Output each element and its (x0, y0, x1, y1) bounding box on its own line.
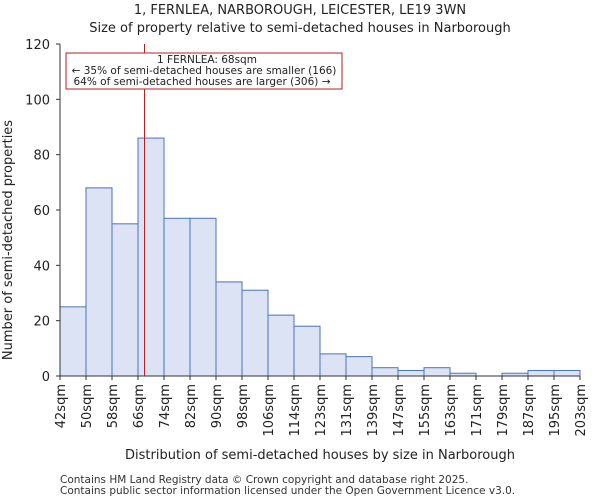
y-tick-label: 40 (33, 259, 50, 274)
histogram-bar (371, 367, 399, 377)
x-tick-label: 139sqm (366, 384, 381, 437)
x-tick-label: 179sqm (496, 384, 511, 437)
chart-title-line1: 1, FERNLEA, NARBOROUGH, LEICESTER, LE19 … (134, 3, 466, 18)
callout-box (65, 52, 343, 90)
x-tick-label: 98sqm (236, 384, 251, 428)
histogram-bar (59, 306, 87, 377)
x-axis-ticks: 42sqm 50sqm 58sqm 66sqm 74sqm 82sqm 90sqm 98sqm… (54, 376, 589, 437)
y-tick-label: 100 (25, 93, 50, 108)
x-tick-label: 74sqm (158, 384, 173, 428)
y-tick-label: 80 (33, 149, 50, 164)
histogram-bar (215, 281, 243, 377)
x-tick-label: 42sqm (54, 384, 69, 428)
histogram-bar (345, 356, 373, 377)
chart-title-line2: Size of property relative to semi-detach… (89, 21, 511, 36)
x-tick-label: 155sqm (418, 384, 433, 437)
histogram-bar (137, 137, 165, 377)
y-tick-label: 60 (33, 204, 50, 219)
histogram-bar (319, 353, 347, 377)
histogram-bar (527, 369, 555, 377)
x-axis-label: Distribution of semi-detached houses by … (125, 448, 515, 463)
x-tick-label: 90sqm (210, 384, 225, 428)
callout-line1: 1 FERNLEA: 68sqm (157, 54, 257, 66)
x-tick-label: 131sqm (340, 384, 355, 437)
x-tick-label: 203sqm (574, 384, 589, 437)
histogram-bar (553, 369, 581, 377)
x-tick-label: 50sqm (80, 384, 95, 428)
bars-group (59, 137, 581, 377)
footer-line1: Contains HM Land Registry data © Crown c… (60, 474, 468, 486)
histogram-bar (397, 369, 425, 377)
footer-line2: Contains public sector information licen… (60, 485, 515, 497)
y-tick-label: 0 (42, 370, 50, 385)
y-axis-ticks: 0 20 40 60 80 100 120 (25, 38, 60, 385)
x-tick-label: 114sqm (288, 384, 303, 437)
y-tick-label: 120 (25, 38, 50, 53)
histogram-bar (241, 289, 269, 377)
x-tick-label: 171sqm (470, 384, 485, 437)
x-tick-label: 66sqm (132, 384, 147, 428)
x-tick-label: 123sqm (314, 384, 329, 437)
x-tick-label: 195sqm (548, 384, 563, 437)
histogram-bar (111, 223, 139, 377)
x-tick-label: 147sqm (392, 384, 407, 437)
histogram-bar (293, 325, 321, 377)
histogram-bar (423, 367, 451, 377)
y-axis-label: Number of semi-detached properties (1, 120, 16, 360)
x-tick-label: 163sqm (444, 384, 459, 437)
histogram-bar (189, 217, 217, 377)
histogram-bar (163, 217, 191, 377)
histogram-bar (267, 314, 295, 377)
x-tick-label: 187sqm (522, 384, 537, 437)
x-tick-label: 82sqm (184, 384, 199, 428)
callout-line3: 64% of semi-detached houses are larger (… (74, 76, 331, 88)
y-tick-label: 20 (33, 315, 50, 330)
histogram-bar (85, 187, 113, 377)
x-tick-label: 106sqm (262, 384, 277, 437)
marker-callout: 1 FERNLEA: 68sqm ← 35% of semi-detached … (65, 52, 343, 90)
x-tick-label: 58sqm (106, 384, 121, 428)
callout-line2: ← 35% of semi-detached houses are smalle… (72, 65, 337, 77)
